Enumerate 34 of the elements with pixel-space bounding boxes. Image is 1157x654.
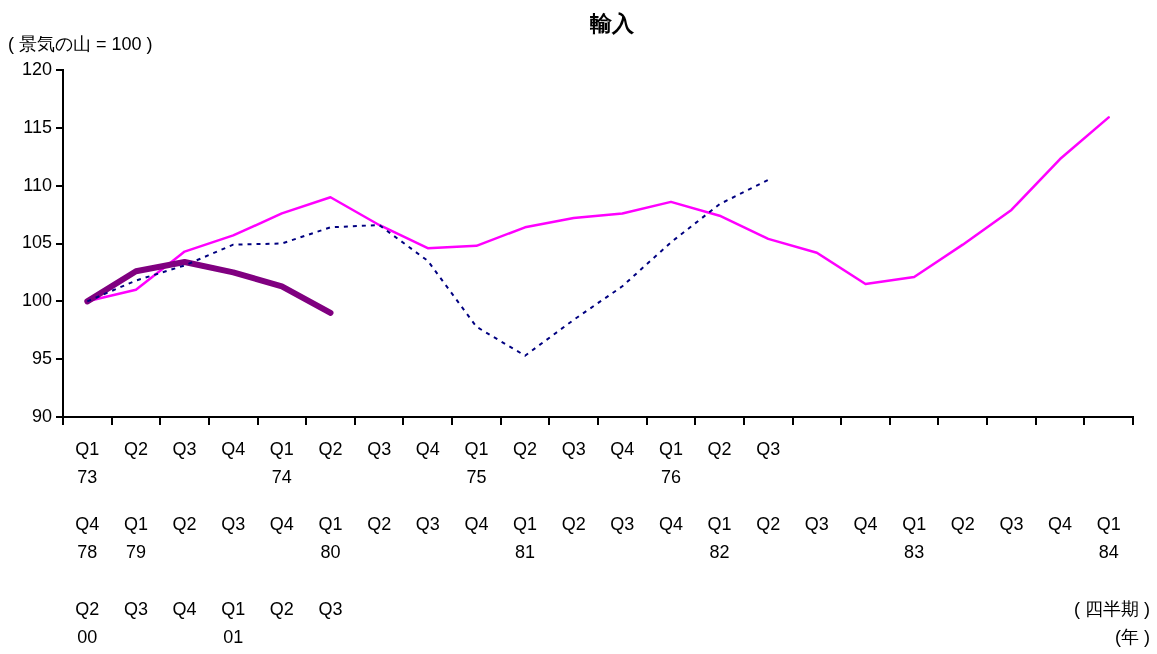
y-tick-label: 115 [23, 116, 52, 137]
x-tick-label: Q4 [853, 513, 878, 534]
x-tick-label: Q1 84 [1096, 513, 1121, 562]
y-tick-label: 100 [21, 290, 52, 311]
category-label: Q2 Q1 81 [513, 438, 538, 562]
chart-title: 輸入 [589, 11, 635, 37]
text: (年 ) [1115, 626, 1150, 647]
y-tick-label: 95 [31, 348, 52, 369]
category-label: Q1 74 Q4 Q2 [269, 438, 294, 619]
y-tick-label: 110 [23, 174, 52, 195]
category-label: Q1 76 Q4 [658, 438, 683, 534]
text: ( 四半期 ) [1074, 598, 1150, 619]
x-tick-label: Q3 [999, 513, 1024, 534]
category-label: Q4 Q3 [610, 438, 635, 534]
x-tick-label: Q1 83 [902, 513, 927, 562]
category-label: Q3 Q2 [367, 438, 392, 534]
y-tick-label: 120 [21, 58, 52, 79]
category-label: Q2 Q1 80 Q3 [318, 438, 343, 619]
category-label: Q1 73 Q4 78 Q2 00 [75, 438, 100, 647]
category-label: Q2 Q1 82 [707, 438, 732, 562]
category-label: Q3 Q2 [561, 438, 586, 534]
category-label: Q1 75 Q4 [464, 438, 489, 534]
line-series [86, 178, 770, 357]
category-label: Q2 Q1 79 Q3 [123, 438, 148, 619]
x-tick-label: Q4 [1048, 513, 1073, 534]
y-tick-label: 90 [31, 405, 52, 426]
category-label: Q3 Q2 Q4 [172, 438, 197, 619]
x-tick-label: Q2 [950, 513, 975, 534]
y-axis-title: ( 景気の山 = 100 ) [8, 33, 153, 54]
category-label: Q4 Q3 [415, 438, 440, 534]
x-tick-label: Q3 [804, 513, 829, 534]
category-label: Q3 Q2 [756, 438, 781, 534]
y-tick-label: 105 [21, 232, 52, 253]
category-label: Q4 Q3 Q1 01 [221, 438, 246, 647]
